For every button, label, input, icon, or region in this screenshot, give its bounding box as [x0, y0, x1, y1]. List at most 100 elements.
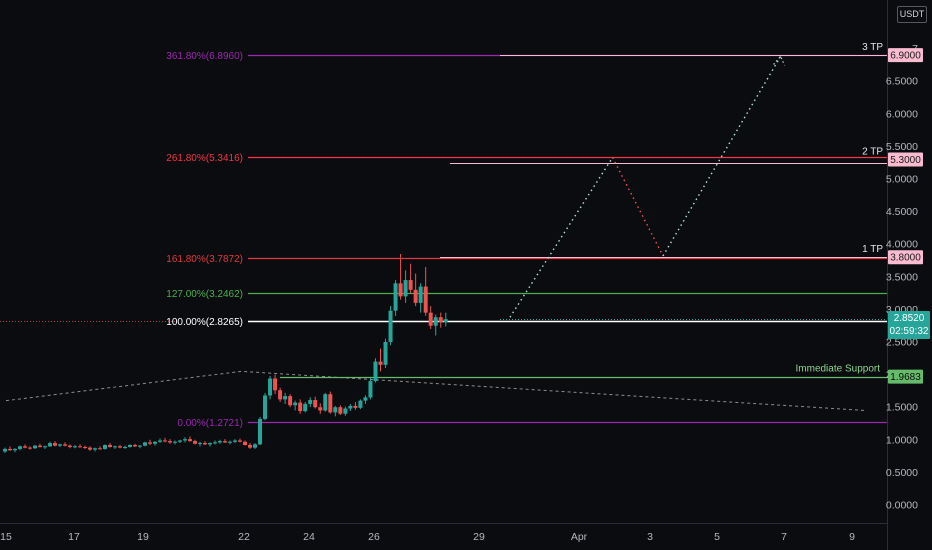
projection-arrowhead — [773, 55, 786, 66]
y-tick-label: 4.5000 — [886, 206, 918, 218]
candle-body — [168, 441, 172, 443]
candle-body — [433, 317, 438, 326]
candle-body — [223, 441, 227, 443]
target-price-tag: 5.3000 — [890, 155, 921, 166]
candle-body — [403, 280, 408, 297]
candle-body — [238, 440, 242, 442]
candle-body — [398, 283, 403, 297]
candle-body — [28, 447, 32, 449]
candle-body — [118, 446, 122, 448]
candle-body — [383, 342, 388, 365]
y-tick-label: 5.0000 — [886, 174, 918, 186]
target-price-tag-bg — [888, 250, 923, 265]
fib-level-label: 0.00%(1.2721) — [177, 418, 243, 429]
target-price-tag-bg — [888, 152, 923, 167]
candle-body — [308, 400, 313, 404]
candle-body — [228, 441, 232, 443]
candle-body — [378, 361, 383, 365]
target-price-tag: 6.9000 — [890, 51, 921, 62]
candle-body — [63, 444, 67, 446]
candle-body — [438, 317, 443, 323]
projection-path-group — [509, 55, 786, 318]
candle-body — [318, 407, 323, 411]
candle-body — [418, 286, 423, 303]
target-label: 2 TP — [862, 146, 883, 157]
candle-body — [358, 400, 363, 408]
support-price-tag-bg — [888, 369, 923, 384]
x-tick-label: 17 — [68, 531, 80, 543]
y-tick-label: 5.5000 — [886, 141, 918, 153]
candle-body — [388, 310, 393, 342]
candle-body — [183, 439, 187, 441]
candle-body — [178, 440, 182, 442]
x-tick-label: 24 — [303, 531, 315, 543]
target-price-tag-bg — [888, 48, 923, 63]
candle-body — [363, 397, 368, 401]
x-tick-label: 22 — [238, 531, 250, 543]
candle-body — [123, 446, 127, 448]
fib-level-label: 261.80%(5.3416) — [166, 153, 243, 164]
y-tick-label: 4.0000 — [886, 239, 918, 251]
fib-level-label: 361.80%(6.8960) — [166, 51, 243, 62]
price-axis[interactable]: 76.50006.00005.50005.00004.50004.00003.5… — [886, 43, 918, 511]
candle-body — [58, 444, 62, 446]
candle-body — [173, 441, 177, 443]
candle-body — [278, 390, 283, 400]
candle-body — [98, 448, 102, 450]
candle-body — [133, 445, 137, 447]
candle-body — [248, 445, 252, 448]
candle-body — [13, 448, 17, 451]
candle-body — [18, 446, 22, 449]
candle-body — [78, 446, 82, 448]
candle-body — [323, 394, 328, 411]
candle-body — [298, 402, 303, 412]
candle-body — [103, 445, 107, 449]
x-tick-label: 19 — [137, 531, 149, 543]
candle-body — [293, 402, 298, 406]
x-tick-label: 3 — [647, 531, 653, 543]
projection-segment — [662, 56, 782, 257]
target-price-tag: 3.8000 — [890, 253, 921, 264]
y-tick-label: 0.5000 — [886, 467, 918, 479]
trend-line-group — [5, 370, 865, 411]
candle-body — [268, 378, 273, 396]
time-axis[interactable]: 15 17 19 22 24 26 29 Apr 3 5 7 9 — [0, 531, 855, 543]
y-tick-label: 6.5000 — [886, 76, 918, 88]
y-tick-label: 3.5000 — [886, 271, 918, 283]
candle-body — [43, 446, 47, 448]
candle-body — [273, 378, 278, 391]
currency-label[interactable]: USDT — [897, 6, 927, 23]
candle-body — [213, 442, 217, 444]
candle-body — [188, 439, 192, 442]
candle-body — [288, 396, 293, 406]
support-label: Immediate Support — [796, 364, 881, 375]
candle-body — [163, 440, 167, 442]
x-tick-label: 5 — [714, 531, 720, 543]
y-tick-label: 6.0000 — [886, 108, 918, 120]
candle-body — [203, 443, 207, 445]
candle-body — [368, 381, 373, 398]
current-price-label: 2.8520 — [894, 313, 925, 324]
support-price-tag: 1.9683 — [890, 372, 921, 383]
candle-body — [33, 445, 37, 449]
fib-levels-group: 361.80%(6.8960) 261.80%(5.3416) 161.80%(3.… — [0, 51, 887, 429]
candle-body — [343, 408, 348, 414]
projection-segment — [611, 157, 664, 257]
price-tags-group: 6.9000 3 TP 5.3000 2 TP 3.8000 1 TP 1.9683 2.85… — [862, 42, 930, 384]
y-tick-label: 0.0000 — [886, 500, 918, 512]
candle-body — [208, 443, 212, 445]
candle-body — [88, 447, 92, 450]
countdown-label: 02:59:32 — [890, 326, 929, 337]
support-level-group: Immediate Support — [280, 364, 887, 379]
candle-body — [373, 361, 378, 382]
candle-body — [303, 403, 308, 412]
candle-body — [158, 440, 162, 442]
candle-body — [193, 441, 197, 444]
candle-body — [108, 445, 112, 447]
candle-body — [408, 280, 413, 290]
candle-body — [333, 407, 338, 413]
candle-body — [153, 441, 157, 444]
candle-body — [393, 283, 398, 311]
candle-body — [143, 442, 147, 446]
